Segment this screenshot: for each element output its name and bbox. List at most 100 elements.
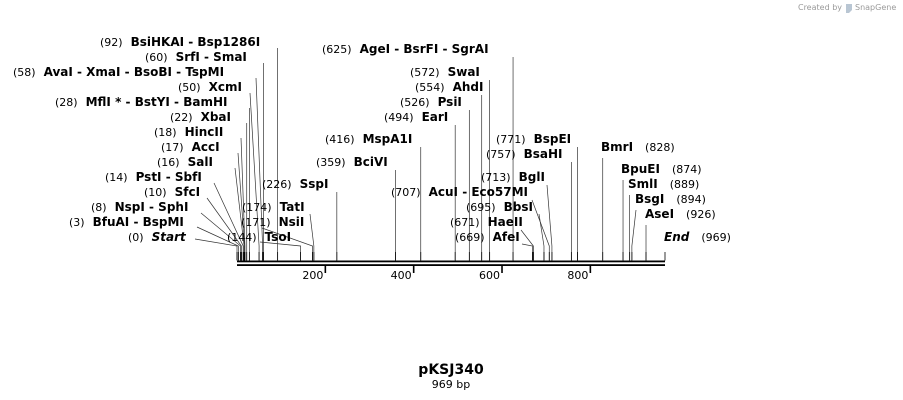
plasmid-length: 969 bp	[432, 378, 470, 391]
site-label-bbsi[interactable]: (695) BbsI	[466, 200, 533, 214]
site-position: (14)	[105, 171, 128, 184]
site-position: (713)	[481, 171, 511, 184]
site-line-psti	[213, 182, 244, 260]
site-label-tati[interactable]: (174) TatI	[242, 200, 305, 214]
enzyme-name: - SbfI	[162, 170, 202, 184]
site-label-start[interactable]: (0) Start	[128, 230, 187, 244]
credit-text: Created by	[798, 3, 842, 12]
plasmid-name: pKSJ340	[418, 362, 484, 378]
site-label-xbai[interactable]: (22) XbaI	[170, 110, 231, 124]
site-label-mfli[interactable]: (28) MflI * - BstYI - BamHI	[55, 95, 227, 109]
site-label-haeii[interactable]: (671) HaeII	[450, 215, 523, 229]
site-position: (771)	[496, 133, 526, 146]
site-label-avai[interactable]: (58) AvaI - XmaI - BsoBI - TspMI	[13, 65, 224, 79]
enzyme-name: BsgI	[635, 192, 664, 206]
enzyme-name: AfeI	[493, 230, 520, 244]
enzyme-name: - XmaI	[73, 65, 121, 79]
site-label-nsii[interactable]: (171) NsiI	[241, 215, 304, 229]
axis-tick-label: 800	[567, 269, 588, 282]
enzyme-name: BfuAI	[93, 215, 130, 229]
site-label-bsgi[interactable]: BsgI (894)	[635, 192, 706, 206]
enzyme-name: AccI	[192, 140, 220, 154]
site-label-asei[interactable]: AseI (926)	[645, 207, 716, 221]
enzyme-name: PstI	[136, 170, 162, 184]
site-position: (16)	[157, 156, 180, 169]
site-position: (757)	[486, 148, 516, 161]
enzyme-name: SmlI	[628, 177, 658, 191]
site-position: (828)	[645, 141, 675, 154]
site-position: (17)	[161, 141, 184, 154]
site-label-bmri[interactable]: BmrI (828)	[601, 140, 675, 154]
site-label-sali[interactable]: (16) SalI	[157, 155, 213, 169]
site-label-bpuei[interactable]: BpuEI (874)	[621, 162, 702, 176]
site-position: (174)	[242, 201, 272, 214]
site-label-hincii[interactable]: (18) HincII	[154, 125, 223, 139]
site-position: (625)	[322, 43, 352, 56]
site-position: (58)	[13, 66, 36, 79]
axis: 200 400 600 800	[236, 252, 666, 282]
site-label-swai[interactable]: (572) SwaI	[410, 65, 480, 79]
site-label-acci[interactable]: (17) AccI	[161, 140, 220, 154]
site-label-tsoi[interactable]: (144) TsoI	[227, 230, 291, 244]
site-label-xcmi[interactable]: (50) XcmI	[178, 80, 242, 94]
enzyme-name: BsiHKAI	[131, 35, 185, 49]
enzyme-name: - SmaI	[200, 50, 247, 64]
site-label-bspei[interactable]: (771) BspEI	[496, 132, 571, 146]
site-label-bcivi[interactable]: (359) BciVI	[316, 155, 388, 169]
enzyme-name: - Bsp1286I	[184, 35, 260, 49]
enzyme-name: - BstYI	[121, 95, 170, 109]
site-position: (671)	[450, 216, 480, 229]
enzyme-name: AvaI	[44, 65, 73, 79]
enzyme-name: - BspMI	[129, 215, 184, 229]
site-label-bgli[interactable]: (713) BglI	[481, 170, 545, 184]
site-label-afei[interactable]: (669) AfeI	[455, 230, 520, 244]
site-label-ahdi[interactable]: (554) AhdI	[415, 80, 483, 94]
site-label-srfi[interactable]: (60) SrfI - SmaI	[145, 50, 247, 64]
site-label-psti[interactable]: (14) PstI - SbfI	[105, 170, 202, 184]
site-label-nspi[interactable]: (8) NspI - SphI	[91, 200, 188, 214]
enzyme-name: PsiI	[438, 95, 462, 109]
sequence-backbone	[237, 260, 665, 266]
enzyme-name: BspEI	[534, 132, 572, 146]
site-line-tsoi	[259, 241, 301, 260]
enzyme-name: SalI	[188, 155, 213, 169]
site-label-bfuai[interactable]: (3) BfuAI - BspMI	[69, 215, 184, 229]
site-position: (572)	[410, 66, 440, 79]
site-label-agei[interactable]: (625) AgeI - BsrFI - SgrAI	[322, 42, 489, 56]
site-label-eari[interactable]: (494) EarI	[384, 110, 448, 124]
enzyme-name: HincII	[185, 125, 224, 139]
site-label-end[interactable]: End (969)	[664, 230, 731, 244]
enzyme-name: - SgrAI	[438, 42, 488, 56]
site-label-sfci[interactable]: (10) SfcI	[144, 185, 200, 199]
site-position: (171)	[241, 216, 271, 229]
site-line-avai	[255, 77, 263, 260]
site-label-mspa1i[interactable]: (416) MspA1I	[325, 132, 412, 146]
enzyme-name: BciVI	[354, 155, 388, 169]
site-label-bsahi[interactable]: (757) BsaHI	[486, 147, 563, 161]
enzyme-name: EarI	[422, 110, 449, 124]
site-position: (226)	[262, 178, 292, 191]
enzyme-name: BbsI	[504, 200, 533, 214]
site-position: (669)	[455, 231, 485, 244]
enzyme-name: NspI	[115, 200, 145, 214]
site-label-sspi[interactable]: (226) SspI	[262, 177, 328, 191]
site-position: (8)	[91, 201, 107, 214]
enzyme-name: - TspMI	[172, 65, 224, 79]
enzyme-name: AseI	[645, 207, 674, 221]
site-label-acui[interactable]: (707) AcuI - Eco57MI	[391, 185, 528, 199]
site-label-smli[interactable]: SmlI (889)	[628, 177, 699, 191]
brand-text: SnapGene	[855, 3, 896, 12]
enzyme-name: TatI	[280, 200, 305, 214]
site-label-psii[interactable]: (526) PsiI	[400, 95, 462, 109]
enzyme-name: SrfI	[176, 50, 200, 64]
axis-tick-label: 400	[391, 269, 412, 282]
site-line-bbsi	[538, 213, 545, 260]
site-label-bsihkai[interactable]: (92) BsiHKAI - Bsp1286I	[100, 35, 260, 49]
enzyme-name: MflI *	[86, 95, 122, 109]
site-position: (0)	[128, 231, 144, 244]
enzyme-name: - SphI	[145, 200, 189, 214]
site-position: (10)	[144, 186, 167, 199]
enzyme-name: MspA1I	[363, 132, 413, 146]
site-position: (60)	[145, 51, 168, 64]
